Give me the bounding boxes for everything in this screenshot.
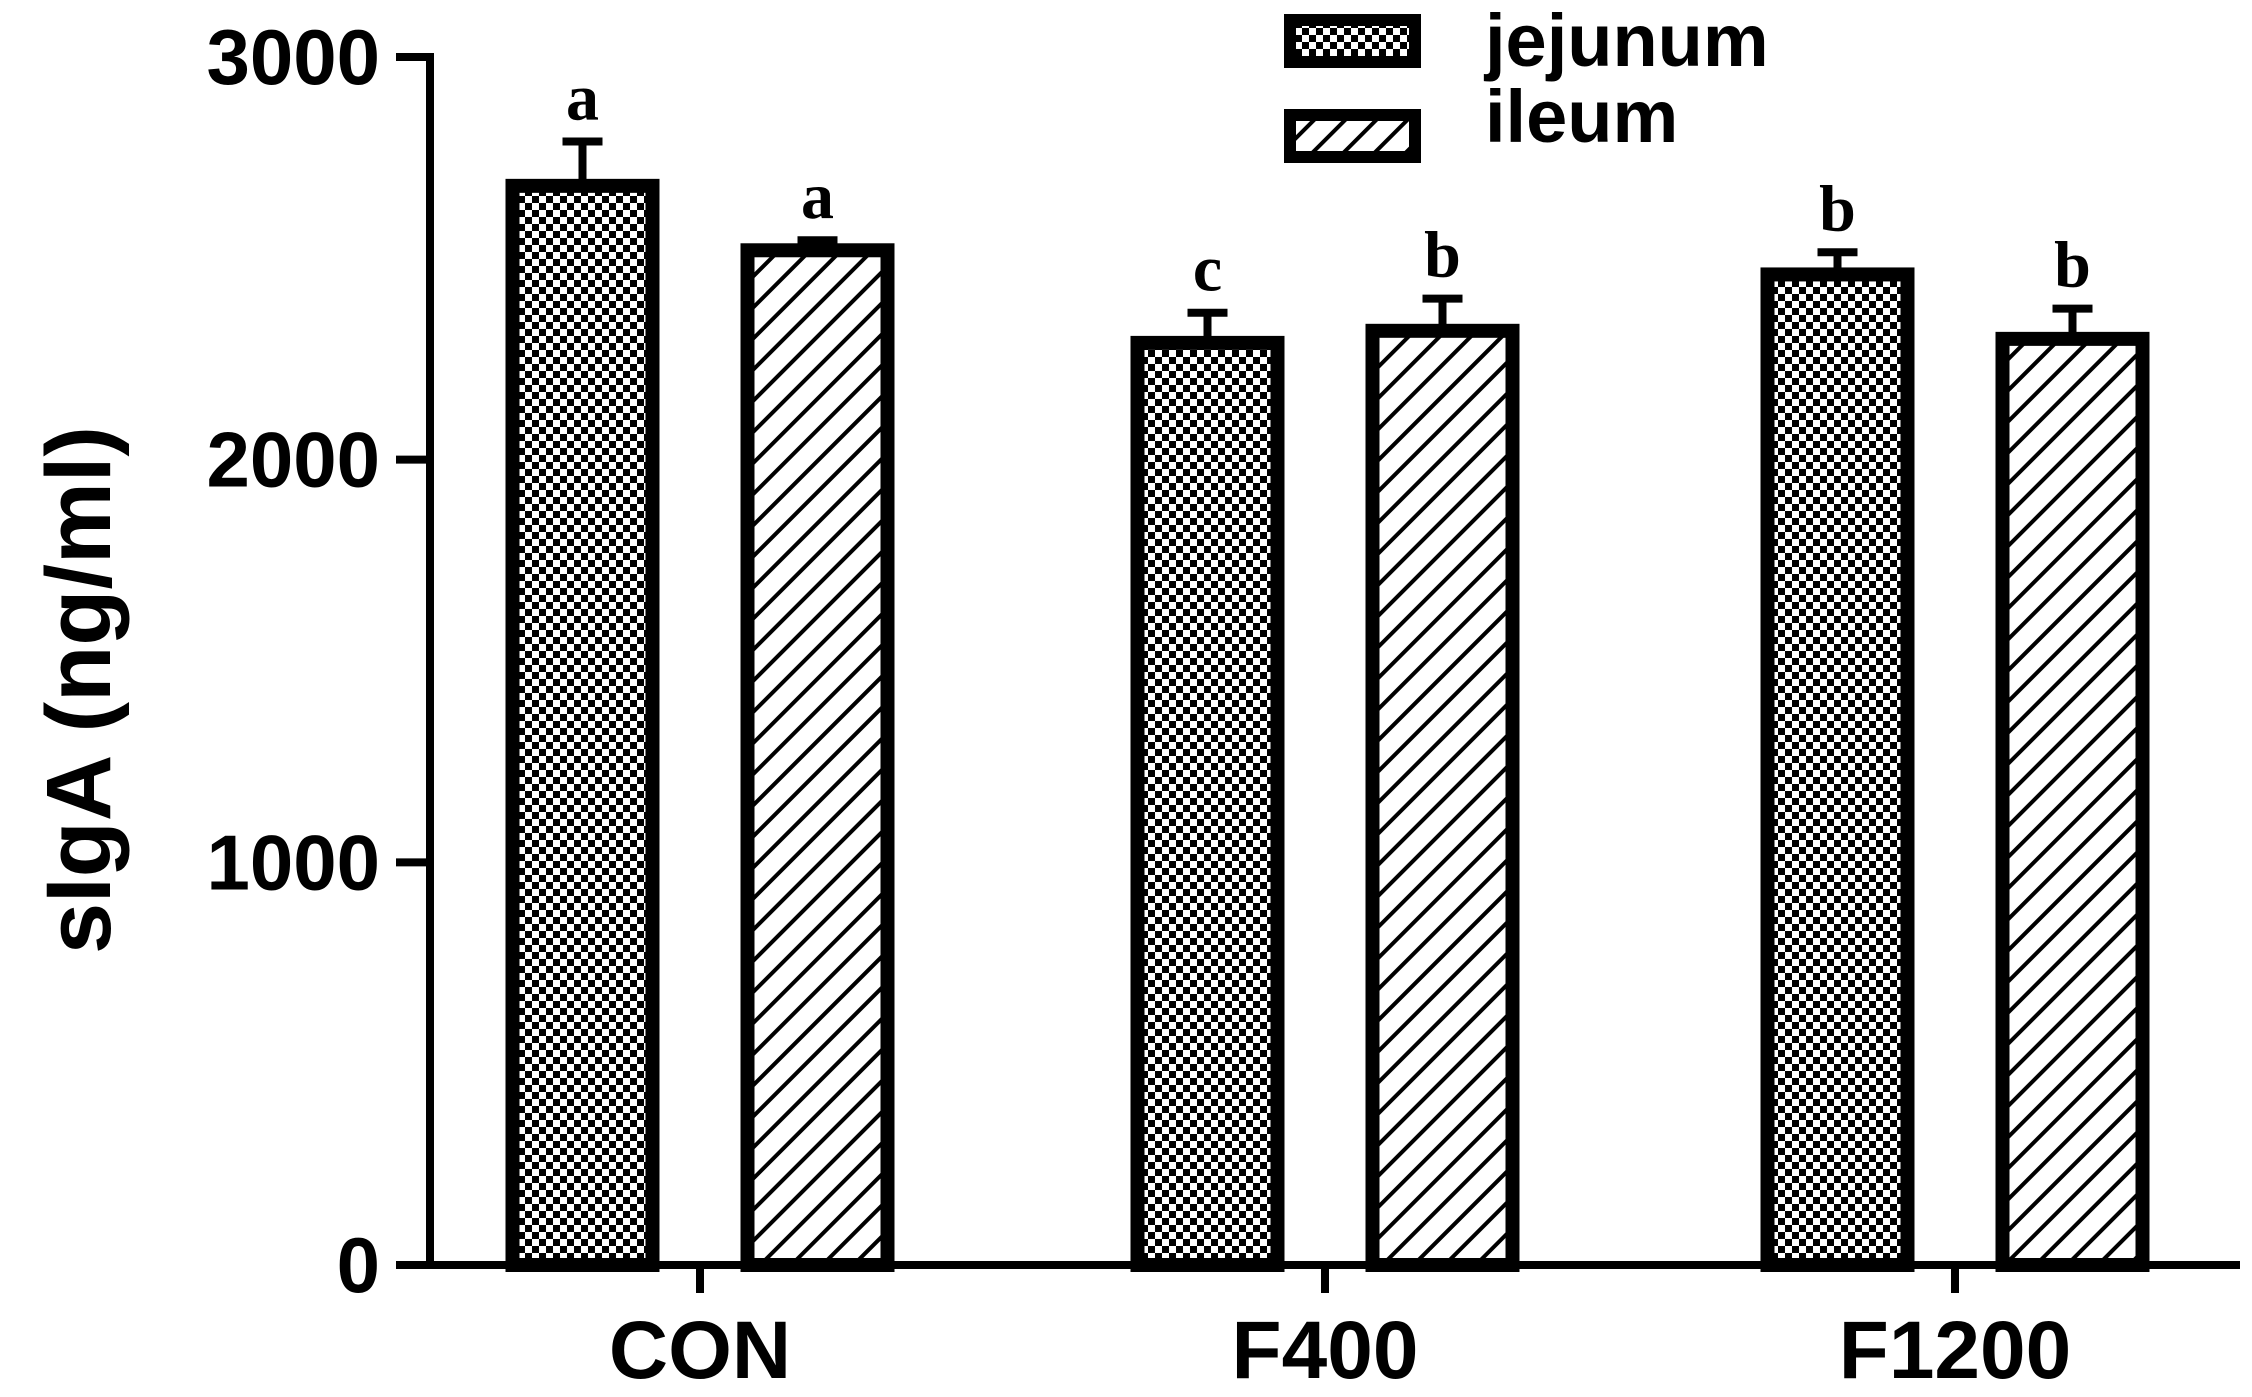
- x-tick-label: F1200: [1839, 1305, 2072, 1396]
- y-tick-label: 0: [337, 1221, 380, 1309]
- bars: a c b a b b: [505, 62, 2150, 1273]
- bar-jejunum-con: [505, 178, 660, 1272]
- significance-label: c: [1193, 233, 1222, 306]
- significance-label: a: [566, 62, 599, 135]
- bar-ileum-f1200: [1995, 331, 2150, 1273]
- significance-label: a: [801, 160, 834, 233]
- legend-label-ileum: ileum: [1485, 75, 1678, 158]
- bar-jejunum-f1200: [1760, 267, 1915, 1272]
- bar-jejunum-f400: [1130, 335, 1285, 1273]
- legend-swatch-ileum: [1284, 109, 1421, 163]
- significance-label: b: [2054, 229, 2091, 302]
- x-tick-label: CON: [609, 1305, 791, 1396]
- significance-label: b: [1819, 172, 1856, 245]
- significance-label: b: [1424, 219, 1461, 292]
- legend-label-jejunum: jejunum: [1483, 0, 1769, 82]
- x-tick-label: F400: [1232, 1305, 1419, 1396]
- y-axis-title: sIgA (ng/ml): [28, 426, 130, 954]
- legend-swatch-jejunum: [1284, 14, 1421, 68]
- axes: 0 1000 2000 3000 CON F400 F1200: [206, 13, 2240, 1396]
- bar-ileum-f400: [1365, 323, 1520, 1272]
- bar-ileum-con: [740, 243, 895, 1272]
- y-tick-label: 3000: [206, 13, 380, 101]
- y-tick-label: 1000: [206, 818, 380, 906]
- y-tick-label: 2000: [206, 416, 380, 504]
